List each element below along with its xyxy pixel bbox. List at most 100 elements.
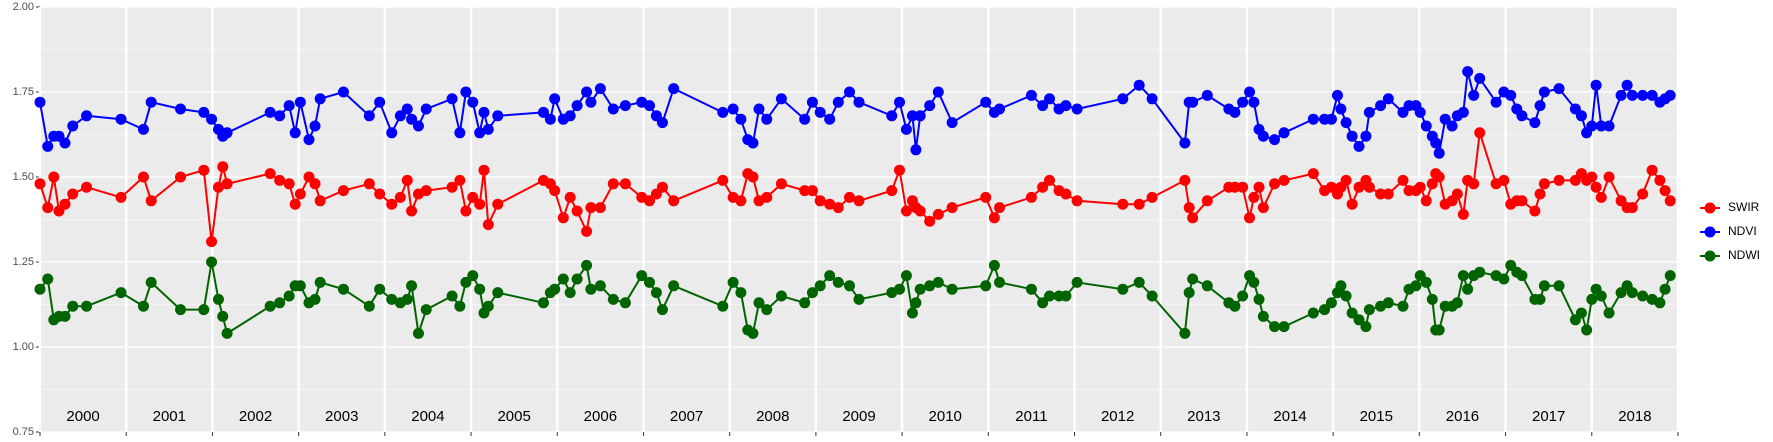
data-point <box>537 297 549 309</box>
data-point <box>1529 117 1541 129</box>
data-point <box>946 283 958 295</box>
data-point <box>1117 198 1129 210</box>
data-point <box>886 110 898 122</box>
data-point <box>406 280 418 292</box>
data-point <box>115 113 127 125</box>
data-point <box>446 181 458 193</box>
data-point <box>374 96 386 108</box>
data-point <box>1146 93 1158 105</box>
data-point <box>454 127 466 139</box>
data-point <box>1253 293 1265 305</box>
data-point <box>303 134 315 146</box>
data-point <box>221 178 233 190</box>
data-point <box>564 287 576 299</box>
data-point <box>668 280 680 292</box>
data-point <box>1353 314 1365 326</box>
data-point <box>727 276 739 288</box>
year-label: 2015 <box>1360 408 1393 425</box>
data-point <box>668 195 680 207</box>
data-point <box>1603 120 1615 132</box>
data-point <box>581 225 593 237</box>
data-point <box>67 120 79 132</box>
data-point <box>482 219 494 231</box>
data-point <box>42 273 54 285</box>
data-point <box>482 123 494 135</box>
data-point <box>607 103 619 115</box>
data-point <box>283 290 295 302</box>
data-point <box>900 270 912 282</box>
data-point <box>1060 188 1072 200</box>
data-point <box>1474 127 1486 139</box>
data-point <box>482 300 494 312</box>
data-point <box>894 96 906 108</box>
data-point <box>946 202 958 214</box>
data-point <box>1534 100 1546 112</box>
year-label: 2017 <box>1532 408 1565 425</box>
year-label: 2011 <box>1015 408 1047 425</box>
data-point <box>571 273 583 285</box>
data-point <box>853 195 865 207</box>
data-point <box>914 110 926 122</box>
data-point <box>581 86 593 98</box>
data-point <box>1420 276 1432 288</box>
data-point <box>115 191 127 203</box>
year-label: 2007 <box>670 408 703 425</box>
data-point <box>59 137 71 149</box>
data-point <box>145 96 157 108</box>
data-point <box>1575 110 1587 122</box>
data-point <box>1468 89 1480 101</box>
data-point <box>1229 181 1241 193</box>
data-point <box>924 100 936 112</box>
data-point <box>1307 307 1319 319</box>
year-label: 2013 <box>1187 408 1220 425</box>
data-point <box>1529 205 1541 217</box>
data-point <box>988 212 1000 224</box>
data-point <box>1237 181 1249 193</box>
data-point <box>1505 89 1517 101</box>
data-point <box>492 198 504 210</box>
data-point <box>1037 181 1049 193</box>
data-point <box>1457 208 1469 220</box>
data-point <box>175 103 187 115</box>
data-point <box>549 93 561 105</box>
data-point <box>1353 140 1365 152</box>
data-point <box>1538 86 1550 98</box>
data-point <box>1468 178 1480 190</box>
data-point <box>1375 100 1387 112</box>
data-point <box>799 113 811 125</box>
year-label: 2000 <box>66 408 99 425</box>
data-point <box>289 127 301 139</box>
data-point <box>198 304 210 316</box>
data-point <box>1278 321 1290 333</box>
data-point <box>198 164 210 176</box>
data-point <box>1654 297 1666 309</box>
data-point <box>274 174 286 186</box>
data-point <box>1430 137 1442 149</box>
data-point <box>1534 293 1546 305</box>
data-point <box>460 276 472 288</box>
data-point <box>1637 290 1649 302</box>
data-point <box>1498 174 1510 186</box>
data-point <box>1538 178 1550 190</box>
data-point <box>1553 174 1565 186</box>
data-point <box>67 188 79 200</box>
data-point <box>644 100 656 112</box>
data-point <box>900 123 912 135</box>
data-point <box>775 178 787 190</box>
data-point <box>1382 188 1394 200</box>
data-point <box>217 310 229 322</box>
data-point <box>1433 171 1445 183</box>
data-point <box>853 96 865 108</box>
data-point <box>564 110 576 122</box>
data-point <box>853 293 865 305</box>
data-point <box>264 300 276 312</box>
data-point <box>571 100 583 112</box>
data-point <box>656 117 668 129</box>
data-point <box>460 86 472 98</box>
data-point <box>1346 198 1358 210</box>
data-point <box>309 120 321 132</box>
data-point <box>932 208 944 220</box>
data-point <box>474 198 486 210</box>
data-point <box>1534 188 1546 200</box>
